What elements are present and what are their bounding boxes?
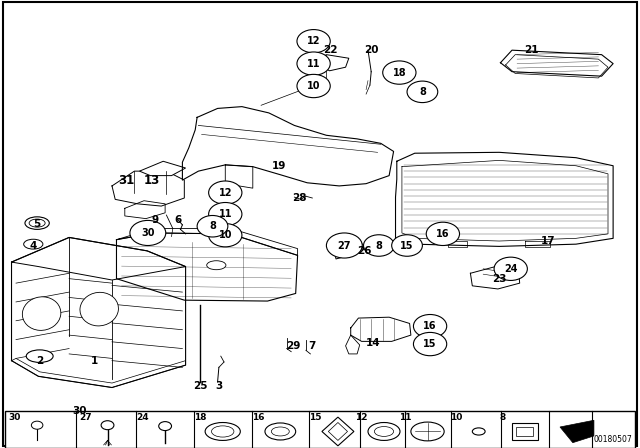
Text: 12: 12 (355, 414, 368, 422)
Text: 6: 6 (174, 215, 182, 225)
Text: 15: 15 (309, 414, 322, 422)
Text: 5: 5 (33, 219, 40, 229)
Text: 10: 10 (450, 414, 463, 422)
Circle shape (297, 52, 330, 75)
Text: 3: 3 (215, 381, 223, 391)
Ellipse shape (211, 426, 234, 437)
Text: 24: 24 (504, 264, 518, 274)
Circle shape (326, 233, 362, 258)
Bar (512, 423, 538, 439)
Polygon shape (560, 420, 594, 443)
Ellipse shape (29, 219, 45, 227)
Text: 8: 8 (419, 87, 426, 97)
Text: 30: 30 (141, 228, 155, 238)
Ellipse shape (265, 423, 296, 440)
Circle shape (197, 215, 228, 237)
Text: 27: 27 (79, 414, 92, 422)
Text: 10: 10 (307, 81, 321, 91)
Text: 8: 8 (499, 414, 506, 422)
Text: 11: 11 (307, 59, 321, 69)
Text: 12: 12 (218, 188, 232, 198)
Ellipse shape (368, 422, 400, 440)
Ellipse shape (271, 427, 289, 436)
Text: 12: 12 (307, 36, 321, 46)
Text: 17: 17 (541, 236, 556, 246)
Text: 31: 31 (118, 173, 135, 187)
Circle shape (209, 181, 242, 204)
Text: 16: 16 (252, 414, 264, 422)
Text: 28: 28 (292, 193, 307, 203)
Ellipse shape (22, 297, 61, 330)
Text: 4: 4 (29, 241, 37, 250)
Circle shape (364, 235, 394, 256)
Text: 20: 20 (365, 45, 379, 55)
Circle shape (130, 220, 166, 246)
Text: 9: 9 (152, 215, 159, 225)
Text: 21: 21 (525, 45, 539, 55)
Text: 30: 30 (73, 406, 87, 416)
Circle shape (494, 257, 527, 280)
Ellipse shape (205, 422, 240, 440)
Text: 19: 19 (272, 161, 286, 171)
Circle shape (297, 30, 330, 53)
Circle shape (413, 314, 447, 338)
Text: 1: 1 (91, 356, 99, 366)
Text: 18: 18 (194, 414, 207, 422)
Text: 25: 25 (193, 381, 207, 391)
Text: 8: 8 (376, 241, 382, 250)
Circle shape (413, 332, 447, 356)
Ellipse shape (25, 217, 49, 229)
Text: 26: 26 (358, 246, 372, 256)
Circle shape (426, 222, 460, 246)
Bar (516, 426, 533, 436)
Circle shape (392, 235, 422, 256)
Text: 2: 2 (36, 356, 44, 366)
Circle shape (31, 421, 43, 429)
Ellipse shape (80, 293, 118, 326)
Text: 30: 30 (8, 414, 21, 422)
Ellipse shape (207, 261, 226, 270)
Text: 11: 11 (399, 414, 412, 422)
Circle shape (383, 61, 416, 84)
Text: 27: 27 (337, 241, 351, 250)
Circle shape (209, 202, 242, 226)
Ellipse shape (374, 426, 394, 436)
Bar (5, 411, 635, 448)
Circle shape (101, 421, 114, 430)
Circle shape (209, 224, 242, 247)
Polygon shape (328, 422, 348, 440)
Text: 10: 10 (218, 230, 232, 240)
Text: 23: 23 (492, 274, 506, 284)
Text: 24: 24 (136, 414, 149, 422)
Ellipse shape (472, 428, 485, 435)
Circle shape (297, 74, 330, 98)
Text: 16: 16 (423, 321, 437, 331)
Circle shape (407, 81, 438, 103)
Circle shape (159, 422, 172, 431)
Text: 11: 11 (218, 209, 232, 219)
Polygon shape (322, 417, 354, 446)
Text: 15: 15 (423, 339, 437, 349)
Text: 8: 8 (209, 221, 216, 231)
Text: 22: 22 (323, 45, 337, 55)
Ellipse shape (411, 422, 444, 441)
Ellipse shape (24, 239, 43, 249)
Text: 00180507: 00180507 (593, 435, 632, 444)
Text: 14: 14 (366, 338, 380, 348)
Polygon shape (140, 161, 186, 176)
Text: 13: 13 (143, 173, 160, 187)
Text: 18: 18 (392, 68, 406, 78)
Text: 7: 7 (308, 341, 316, 351)
Ellipse shape (26, 350, 53, 362)
Text: 16: 16 (436, 229, 450, 239)
Text: 15: 15 (400, 241, 414, 250)
Text: 29: 29 (286, 341, 300, 351)
